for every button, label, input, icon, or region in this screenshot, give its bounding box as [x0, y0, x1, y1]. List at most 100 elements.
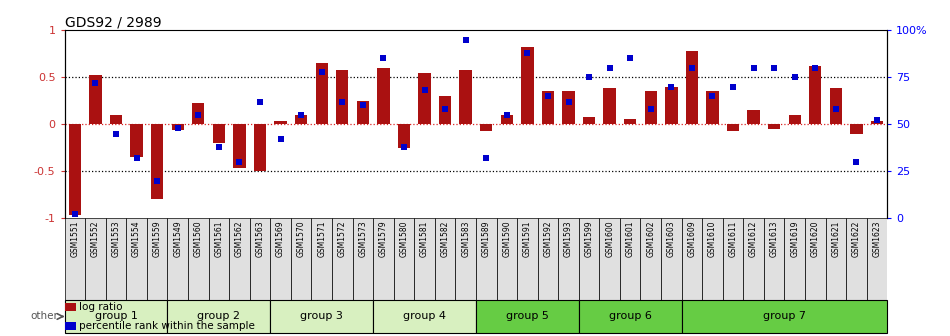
Text: GSM1569: GSM1569: [276, 221, 285, 257]
Point: [849, 159, 865, 164]
Bar: [275, 121, 287, 124]
Text: GSM1601: GSM1601: [626, 221, 635, 257]
Point: [232, 159, 247, 164]
FancyBboxPatch shape: [455, 218, 476, 300]
Bar: [542, 91, 554, 124]
FancyBboxPatch shape: [147, 218, 167, 300]
FancyBboxPatch shape: [271, 300, 373, 333]
Text: group 3: group 3: [300, 311, 343, 322]
Point: [87, 80, 103, 86]
Text: GSM1619: GSM1619: [790, 221, 799, 257]
FancyBboxPatch shape: [723, 218, 743, 300]
Bar: [336, 70, 349, 124]
FancyBboxPatch shape: [250, 218, 271, 300]
Bar: [89, 75, 102, 124]
FancyBboxPatch shape: [312, 218, 332, 300]
Bar: [213, 124, 225, 143]
FancyBboxPatch shape: [866, 218, 887, 300]
Bar: [850, 124, 863, 134]
Text: GSM1570: GSM1570: [296, 221, 306, 257]
Text: GSM1612: GSM1612: [750, 221, 758, 257]
FancyBboxPatch shape: [188, 218, 209, 300]
Bar: [234, 124, 246, 168]
Point: [581, 75, 597, 80]
Point: [417, 88, 432, 93]
Point: [294, 112, 309, 118]
FancyBboxPatch shape: [826, 218, 846, 300]
FancyBboxPatch shape: [86, 218, 105, 300]
Text: GSM1611: GSM1611: [729, 221, 737, 257]
Point: [108, 131, 124, 136]
Text: GSM1551: GSM1551: [70, 221, 80, 257]
Text: GSM1572: GSM1572: [338, 221, 347, 257]
Point: [726, 84, 741, 89]
Text: GSM1552: GSM1552: [91, 221, 100, 257]
Point: [684, 65, 699, 71]
FancyBboxPatch shape: [682, 300, 887, 333]
Bar: [398, 124, 410, 148]
FancyBboxPatch shape: [229, 218, 250, 300]
Point: [355, 103, 370, 108]
FancyBboxPatch shape: [393, 218, 414, 300]
Text: GSM1599: GSM1599: [584, 221, 594, 257]
Text: GSM1583: GSM1583: [461, 221, 470, 257]
Text: group 6: group 6: [609, 311, 652, 322]
Bar: [480, 124, 492, 131]
Point: [396, 144, 411, 150]
Point: [869, 118, 884, 123]
Point: [191, 112, 206, 118]
Point: [67, 212, 83, 217]
Bar: [788, 115, 801, 124]
FancyBboxPatch shape: [352, 218, 373, 300]
FancyBboxPatch shape: [167, 300, 271, 333]
Text: GSM1593: GSM1593: [564, 221, 573, 257]
Point: [170, 125, 185, 131]
Text: GSM1623: GSM1623: [872, 221, 882, 257]
Point: [149, 178, 164, 183]
FancyBboxPatch shape: [65, 300, 167, 333]
Text: GSM1591: GSM1591: [522, 221, 532, 257]
Text: GSM1602: GSM1602: [646, 221, 655, 257]
Text: log ratio: log ratio: [79, 302, 123, 312]
FancyBboxPatch shape: [682, 218, 702, 300]
Text: GSM1621: GSM1621: [831, 221, 841, 257]
Text: GSM1554: GSM1554: [132, 221, 142, 257]
Bar: [686, 51, 698, 124]
Point: [376, 56, 391, 61]
Bar: [624, 120, 636, 124]
FancyBboxPatch shape: [105, 218, 126, 300]
FancyBboxPatch shape: [661, 218, 682, 300]
FancyBboxPatch shape: [476, 218, 497, 300]
FancyBboxPatch shape: [579, 300, 682, 333]
Point: [273, 136, 288, 142]
Point: [211, 144, 226, 150]
FancyBboxPatch shape: [65, 218, 86, 300]
Text: group 4: group 4: [403, 311, 446, 322]
FancyBboxPatch shape: [373, 218, 393, 300]
Bar: [110, 115, 123, 124]
Point: [602, 65, 618, 71]
FancyBboxPatch shape: [846, 218, 866, 300]
Text: group 2: group 2: [198, 311, 240, 322]
Text: GSM1610: GSM1610: [708, 221, 717, 257]
FancyBboxPatch shape: [702, 218, 723, 300]
FancyBboxPatch shape: [414, 218, 435, 300]
Point: [253, 99, 268, 104]
Point: [479, 155, 494, 161]
FancyBboxPatch shape: [538, 218, 559, 300]
Text: GSM1571: GSM1571: [317, 221, 326, 257]
FancyBboxPatch shape: [640, 218, 661, 300]
Point: [438, 107, 453, 112]
Bar: [665, 87, 677, 124]
Text: GSM1582: GSM1582: [441, 221, 449, 257]
Text: GSM1613: GSM1613: [770, 221, 779, 257]
Text: GSM1579: GSM1579: [379, 221, 388, 257]
Bar: [603, 88, 616, 124]
Point: [808, 65, 823, 71]
Bar: [460, 70, 472, 124]
Bar: [356, 101, 369, 124]
Bar: [706, 91, 718, 124]
Bar: [522, 47, 534, 124]
Text: GDS92 / 2989: GDS92 / 2989: [65, 15, 162, 29]
Bar: [645, 91, 657, 124]
